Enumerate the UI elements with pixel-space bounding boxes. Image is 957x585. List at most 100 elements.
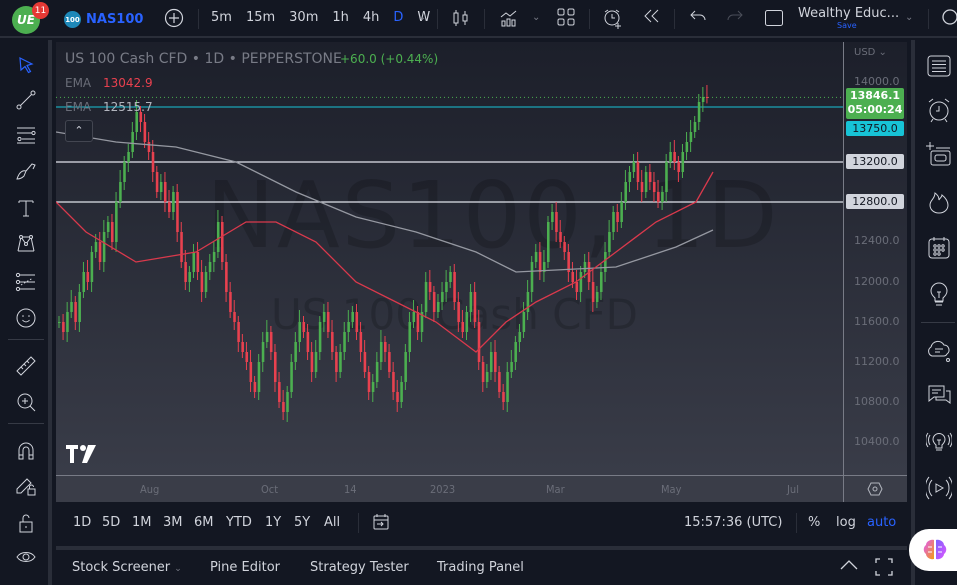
drawing-toolbar bbox=[0, 40, 52, 585]
symbol-name: NAS100 bbox=[86, 12, 144, 27]
maximize-panel-icon[interactable] bbox=[875, 558, 893, 580]
indicators-dropdown-icon[interactable]: ⌄ bbox=[532, 12, 541, 23]
currency-selector[interactable]: USD ⌄ bbox=[854, 47, 887, 58]
layout-name[interactable]: Wealthy Educ... bbox=[798, 6, 900, 21]
collapse-legend-button[interactable]: ⌃ bbox=[65, 120, 93, 142]
brush-tool[interactable] bbox=[12, 157, 40, 185]
range-ytd[interactable]: YTD bbox=[226, 515, 252, 530]
alert-add-icon[interactable] bbox=[602, 8, 624, 35]
interval-15m[interactable]: 15m bbox=[245, 10, 276, 25]
ema-legend-fast[interactable]: EMA 13042.9 bbox=[65, 76, 153, 90]
time-axis[interactable]: Aug Oct 14 2023 Mar May Jul bbox=[56, 475, 907, 502]
range-5d[interactable]: 5D bbox=[102, 515, 121, 530]
percent-scale-toggle[interactable]: % bbox=[808, 515, 821, 530]
ema-legend-slow[interactable]: EMA 12515.7 bbox=[65, 100, 153, 114]
calendar-icon[interactable] bbox=[925, 234, 953, 262]
lock-drawing-tool[interactable] bbox=[12, 472, 40, 500]
interval-1h[interactable]: 1h bbox=[332, 10, 349, 25]
time-tick: Mar bbox=[546, 483, 565, 496]
zoom-in-tool[interactable] bbox=[12, 388, 40, 416]
interval-dropdown-icon[interactable]: ⌄ bbox=[418, 12, 427, 23]
emoji-tool[interactable] bbox=[12, 304, 40, 332]
alerts-clock-icon[interactable] bbox=[925, 96, 953, 124]
range-1d[interactable]: 1D bbox=[73, 515, 92, 530]
clock-time[interactable]: 15:57:36 (UTC) bbox=[684, 515, 783, 530]
tab-stock-screener[interactable]: Stock Screener ⌄ bbox=[72, 560, 182, 575]
price-tick: 12400.0 bbox=[854, 234, 900, 247]
chat-cloud-icon[interactable] bbox=[925, 336, 953, 364]
interval-4h[interactable]: 4h bbox=[362, 10, 380, 25]
add-symbol-icon[interactable] bbox=[164, 8, 184, 33]
expand-panel-chevron-up-icon[interactable] bbox=[839, 558, 859, 576]
text-tool[interactable] bbox=[12, 194, 40, 222]
time-tick: Aug bbox=[140, 483, 160, 496]
range-6m[interactable]: 6M bbox=[194, 515, 214, 530]
horizontal-lines-tool[interactable] bbox=[12, 121, 40, 149]
range-1y[interactable]: 1Y bbox=[265, 515, 282, 530]
range-3m[interactable]: 3M bbox=[163, 515, 183, 530]
watchlist-icon[interactable] bbox=[925, 52, 953, 80]
time-tick: 2023 bbox=[430, 483, 456, 496]
symbol-logo-icon: 100 bbox=[64, 11, 81, 28]
interval-w[interactable]: W bbox=[417, 10, 431, 25]
goto-date-icon[interactable] bbox=[372, 513, 390, 535]
brain-icon bbox=[923, 539, 947, 560]
price-tick: 10800.0 bbox=[854, 395, 900, 408]
hotlist-fire-icon[interactable] bbox=[925, 188, 953, 216]
indicators-icon[interactable] bbox=[499, 8, 519, 33]
magnet-tool[interactable] bbox=[12, 437, 40, 465]
pattern-tool[interactable] bbox=[12, 230, 40, 258]
ema-price-label: 13750.0 bbox=[846, 121, 904, 136]
signals-bulb-icon[interactable] bbox=[925, 428, 953, 456]
tab-trading-panel[interactable]: Trading Panel bbox=[437, 560, 524, 575]
messages-icon[interactable] bbox=[925, 382, 953, 410]
cursor-tool[interactable] bbox=[12, 52, 40, 80]
add-list-icon[interactable] bbox=[925, 140, 953, 168]
ideas-bulb-icon[interactable] bbox=[925, 280, 953, 308]
eye-icon bbox=[16, 552, 36, 562]
ruler-tool[interactable] bbox=[12, 352, 40, 380]
search-icon[interactable] bbox=[940, 8, 957, 33]
hide-tool[interactable] bbox=[12, 543, 40, 571]
price-tick: 11600.0 bbox=[854, 315, 900, 328]
symbol-search-button[interactable]: 100 NAS100 bbox=[64, 11, 143, 28]
chart-pane[interactable]: NAS100, 1D US 100 Cash CFD US 100 Cash C… bbox=[56, 42, 907, 502]
legend-title: US 100 Cash CFD • 1D • PEPPERSTONE bbox=[65, 51, 342, 67]
ai-assistant-button[interactable] bbox=[909, 529, 957, 571]
candles-chart-type-icon[interactable] bbox=[452, 8, 470, 33]
fullscreen-square-icon[interactable] bbox=[764, 8, 784, 33]
range-5y[interactable]: 5Y bbox=[294, 515, 311, 530]
tradingview-logo[interactable] bbox=[66, 444, 98, 468]
log-scale-toggle[interactable]: log bbox=[836, 515, 856, 530]
tab-pine-editor[interactable]: Pine Editor bbox=[210, 560, 281, 575]
time-tick: Jul bbox=[787, 483, 799, 496]
price-axis[interactable]: USD ⌄ 14000.0 13846.1 05:00:24 13750.0 1… bbox=[843, 42, 907, 475]
price-tick: 10400.0 bbox=[854, 435, 900, 448]
candlestick-plot[interactable] bbox=[56, 42, 843, 475]
horizontal-lines-icon bbox=[17, 127, 36, 144]
interval-5m[interactable]: 5m bbox=[211, 10, 232, 25]
redo-icon[interactable] bbox=[726, 8, 744, 29]
range-1m[interactable]: 1M bbox=[132, 515, 152, 530]
interval-list: 5m 15m 30m 1h 4h D W bbox=[211, 10, 444, 25]
layout-save-link[interactable]: Save bbox=[837, 21, 857, 30]
auto-scale-toggle[interactable]: auto bbox=[867, 515, 897, 530]
tab-strategy-tester[interactable]: Strategy Tester bbox=[310, 560, 409, 575]
trend-line-tool[interactable] bbox=[12, 86, 40, 114]
range-all[interactable]: All bbox=[324, 515, 341, 530]
fib-retracement-tool[interactable] bbox=[12, 268, 40, 296]
zoom-in-icon bbox=[17, 393, 36, 412]
layout-dropdown-icon[interactable]: ⌄ bbox=[905, 12, 914, 23]
interval-d[interactable]: D bbox=[393, 10, 404, 25]
replay-icon[interactable] bbox=[643, 8, 661, 29]
chart-settings-icon[interactable] bbox=[867, 481, 883, 501]
interval-30m[interactable]: 30m bbox=[289, 10, 319, 25]
level-label: 13200.0 bbox=[846, 154, 904, 169]
lock-all-tool[interactable] bbox=[12, 509, 40, 537]
time-tick: Oct bbox=[261, 483, 279, 496]
streams-play-icon[interactable] bbox=[925, 474, 953, 502]
undo-icon[interactable] bbox=[689, 8, 707, 29]
layout-grid-icon[interactable] bbox=[557, 8, 575, 31]
bottom-panel-tabs: Stock Screener ⌄ Pine Editor Strategy Te… bbox=[56, 546, 907, 585]
pattern-icon bbox=[17, 235, 35, 252]
